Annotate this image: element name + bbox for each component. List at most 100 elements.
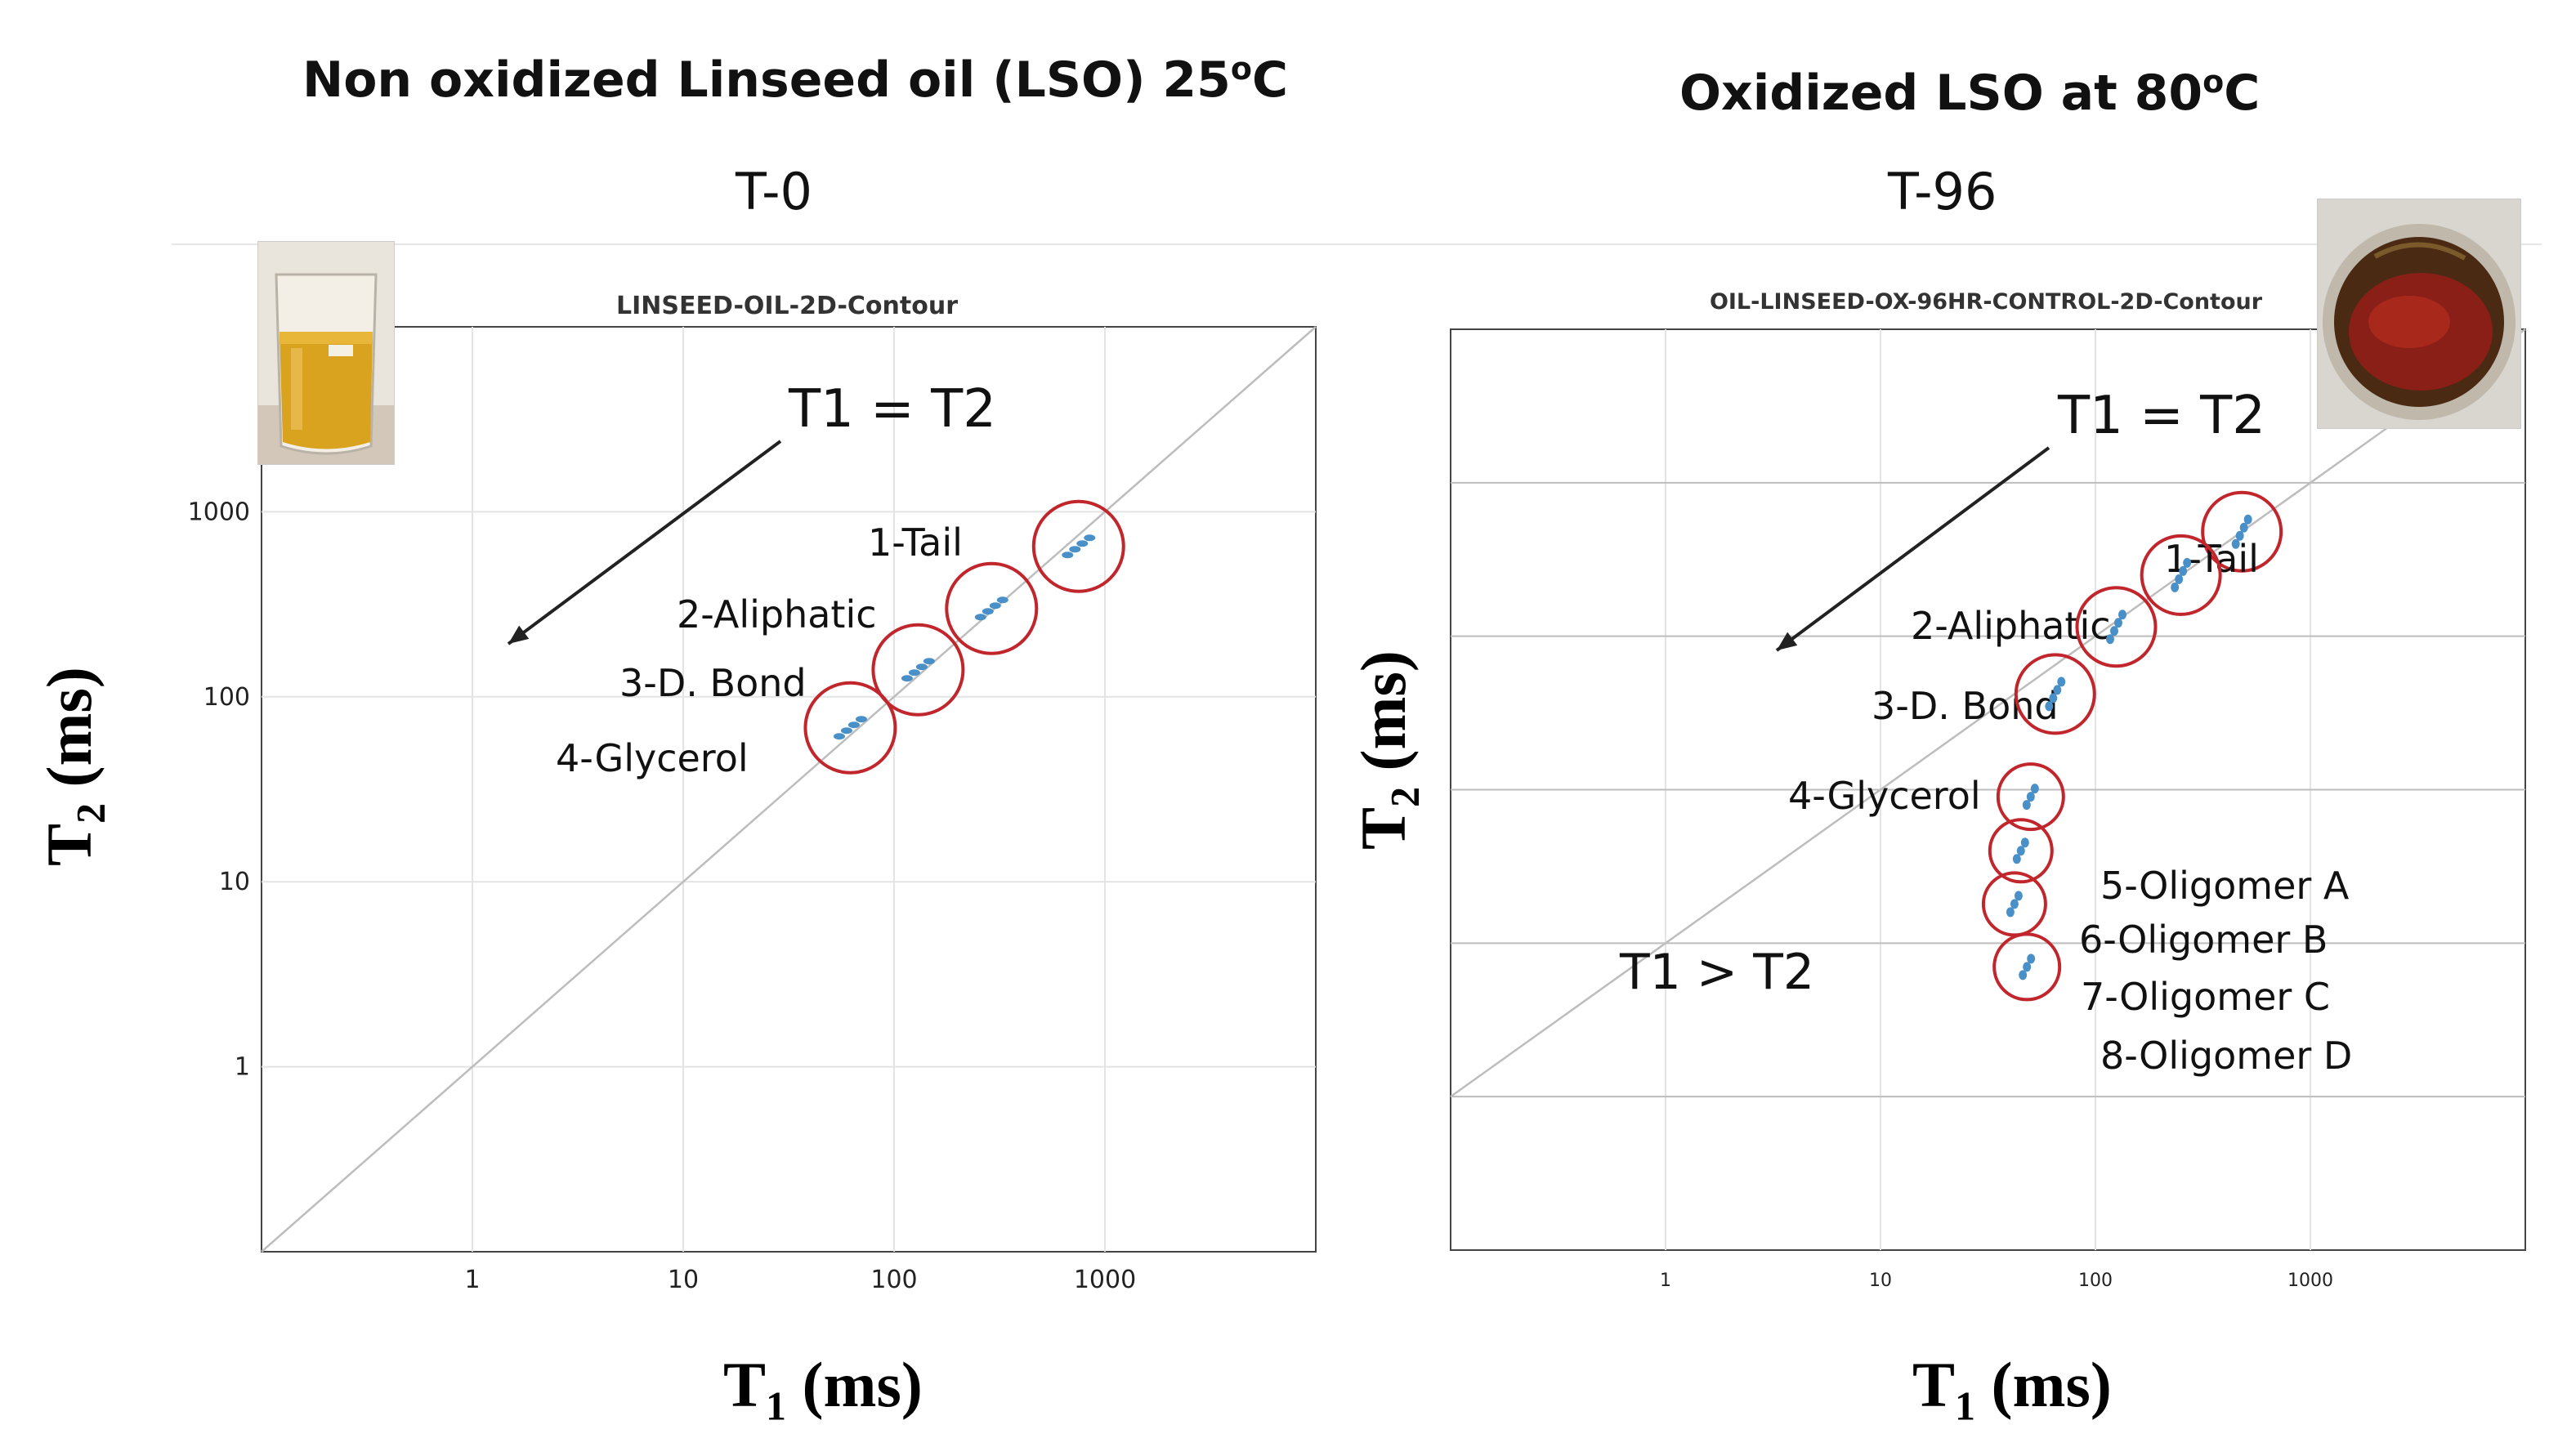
peak-label: 3-D. Bond [619,661,807,705]
diagonal-label: T1 = T2 [788,379,996,440]
peak-label: 2-Aliphatic [677,592,877,636]
peak-signal [901,675,913,682]
right-chart: OIL-LINSEED-OX-96HR-CONTROL-2D-Contour 1… [1450,289,2526,1291]
peak-signal [2019,970,2028,980]
peak-signal [2030,784,2039,794]
peak-label: 7-Oligomer C [2081,975,2330,1019]
chart-title: LINSEED-OIL-2D-Contour [616,292,958,320]
peak-signal [2057,677,2066,687]
peak-signal [2012,854,2021,864]
diagonal-line [261,326,1317,1253]
peak-circle [2014,653,2096,735]
right-panel-title: Oxidized LSO at 80oC [1679,64,2261,122]
peak-signal [2006,907,2015,918]
peak-signal [2243,514,2252,525]
peak-signal [2053,685,2062,695]
arrow-line [507,440,782,645]
peak-signal [1076,540,1089,547]
peak-label: 1-Tail [2164,537,2259,581]
peak-signal [2022,800,2031,811]
peak-label: 1-Tail [868,520,963,565]
peak-signal [923,658,935,665]
diagonal-label: T1 = T2 [2057,386,2265,446]
y-tick-label: 1000 [188,498,250,526]
peak-label: 3-D. Bond [1872,684,2059,728]
left-chart: LINSEED-OIL-2D-Contour 1 10 100 1000 1 10 100 1… [188,292,1317,1294]
arrow-head [508,625,530,644]
peak-signal [2016,846,2025,856]
peak-signal [2109,626,2118,636]
right-x-axis-label: T1 (ms) [1912,1349,2112,1429]
right-panel-time: T-96 [1888,162,1997,221]
left-x-axis-label: T1 (ms) [723,1349,923,1429]
peak-signal [989,602,1001,610]
peak-signal [2014,891,2023,901]
peak-circle [1992,932,2062,1002]
x-tick-label: 10 [1869,1271,1892,1291]
diagonal-line [1450,328,2526,1098]
peak-signal [2105,634,2114,645]
peak-signal [855,716,867,723]
x-tick-label: 10 [668,1266,699,1294]
peak-signal [2045,701,2054,712]
left-panel-title: Non oxidized Linseed oil (LSO) 25oC [302,51,1289,109]
peak-signal [840,727,852,735]
peak-signal [2010,899,2019,909]
clear-oil-jar-photo [257,241,395,465]
peak-signal [2118,610,2126,620]
peak-label: 6-Oligomer B [2079,918,2328,962]
arrow-head [1777,632,1798,650]
peak-label: 4-Glycerol [556,736,749,780]
peak-signal [847,721,860,729]
peak-signal [1062,552,1074,559]
peak-circle [2201,490,2283,573]
y-tick-label: 10 [219,868,250,896]
x-tick-label: 1000 [1074,1266,1136,1294]
peak-label: 5-Oligomer A [2100,864,2350,908]
left-y-axis-label: T2 (ms) [34,667,114,866]
peak-signal [2020,837,2029,848]
x-tick-label: 1000 [2287,1271,2333,1291]
peak-circle [1996,762,2065,832]
peak-signal [915,663,928,671]
left-panel-time: T-0 [736,162,812,221]
peak-signal [833,733,845,740]
chart-title: OIL-LINSEED-OX-96HR-CONTROL-2D-Contour [1710,289,2263,315]
dark-oxidized-oil-jar-photo [2317,199,2521,429]
x-tick-label: 100 [2078,1271,2113,1291]
peak-circle [803,681,897,775]
peak-circle [1031,499,1125,593]
peak-signal [2113,618,2122,628]
region-label: T1 > T2 [1619,944,1814,1001]
peak-signal [2231,538,2240,549]
peak-label: 8-Oligomer D [2100,1034,2352,1078]
peak-label: 4-Glycerol [1788,774,1981,818]
right-y-axis-label: T2 (ms) [1348,650,1428,850]
peak-signal [982,608,994,615]
peak-circle [871,623,965,717]
peak-circle [2075,586,2158,668]
peak-circle [1988,818,2054,884]
peak-circle [945,561,1039,655]
x-tick-label: 1 [464,1266,480,1294]
x-tick-label: 1 [1660,1271,1671,1291]
peak-signal [1084,534,1096,542]
y-tick-label: 1 [235,1053,250,1082]
peak-signal [974,614,986,621]
peak-signal [996,596,1008,604]
peak-signal [2049,693,2058,703]
peak-signal [2183,557,2192,568]
peak-signal [2171,582,2180,592]
x-tick-label: 100 [870,1266,917,1294]
peak-signal [2239,522,2248,533]
peak-signal [2179,565,2188,576]
peak-signal [2026,792,2035,802]
peak-signal [2175,574,2184,584]
peak-signal [2023,962,2032,972]
y-tick-label: 100 [203,683,250,712]
arrow-line [1775,446,2050,652]
peak-signal [2235,530,2244,541]
separator-line [172,243,2542,245]
peak-circle [2140,534,2222,616]
peak-signal [2027,954,2036,964]
